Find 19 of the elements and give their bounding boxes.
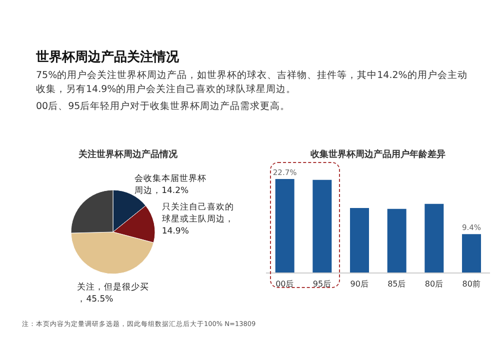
bar [424, 204, 444, 273]
x-tick-label: 80前 [462, 280, 480, 289]
x-tick-label: 85后 [388, 280, 406, 289]
x-tick-label: 90后 [350, 280, 368, 289]
slice-label: 会收集本届世界杯周边，14.2% [134, 172, 207, 196]
x-tick-label: 80后 [424, 280, 444, 289]
bar [462, 234, 481, 273]
chart-title: 收集世界杯周边产品用户年龄差异 [310, 148, 446, 161]
slice-label: 关注，但是很少买，45.5% [77, 282, 150, 305]
bar [387, 208, 406, 273]
bar [275, 179, 294, 273]
bar [312, 180, 332, 273]
x-tick-label: 00后 [276, 280, 294, 289]
x-tick-label: 95后 [312, 280, 332, 289]
text: 世界杯周边产品关注情况 [36, 48, 180, 66]
text: 75%的用户会关注世界杯周边产品，如世界杯的球衣、吉祥物、挂件等，其中14.2%的用户会主动收集，另有14.9%的用户会关注自己喜欢的球队球星周边。 00后、95后年轻用户对于收集世界杯周边产品需求更高。 [36, 69, 468, 114]
slice-label: 只关注自己喜欢的球星或主队周边，14.9% [162, 202, 234, 237]
chart-title: 关注世界杯周边产品情况 [78, 148, 178, 161]
bar [350, 208, 369, 273]
